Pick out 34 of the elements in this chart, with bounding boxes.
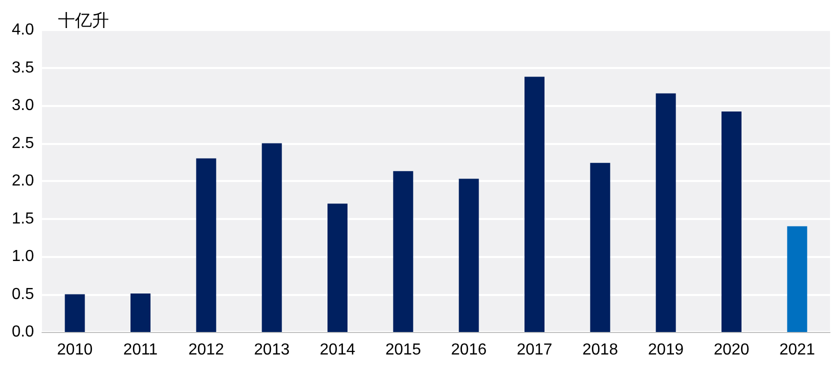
y-tick-label: 3.5 <box>12 59 34 76</box>
x-tick-label: 2020 <box>714 342 750 358</box>
x-tick-label: 2021 <box>779 342 816 358</box>
x-tick-label: 2017 <box>516 342 552 358</box>
y-tick-label: 3.0 <box>12 97 34 114</box>
bar <box>787 226 808 332</box>
bar <box>64 294 85 332</box>
x-tick-label: 2011 <box>123 342 158 358</box>
x-tick-label: 2014 <box>320 342 356 358</box>
y-tick-label: 4.0 <box>12 22 34 38</box>
bar <box>458 178 479 332</box>
x-tick-label: 2016 <box>451 342 487 358</box>
x-tick-label: 2019 <box>648 342 684 358</box>
bar <box>196 158 216 332</box>
bar <box>590 162 610 332</box>
x-tick-label: 2012 <box>188 342 224 358</box>
bar <box>130 293 150 332</box>
x-tick-label: 2018 <box>582 342 618 358</box>
y-tick-label: 1.5 <box>12 210 34 228</box>
y-tick-label: 0.0 <box>12 324 34 340</box>
y-axis-title: 十亿升 <box>58 11 109 30</box>
bar <box>656 93 676 332</box>
bar <box>328 204 348 332</box>
y-tick-label: 1.0 <box>12 248 34 265</box>
x-tick-label: 2010 <box>57 342 93 358</box>
bar <box>722 112 742 332</box>
bar <box>393 171 414 332</box>
y-tick-label: 2.0 <box>12 172 34 190</box>
y-tick-label: 0.5 <box>12 286 34 303</box>
x-tick-label: 2015 <box>385 342 422 358</box>
y-tick-label: 2.5 <box>12 134 34 152</box>
x-tick-label: 2013 <box>254 342 290 358</box>
bar <box>524 76 544 332</box>
bar <box>262 143 282 332</box>
